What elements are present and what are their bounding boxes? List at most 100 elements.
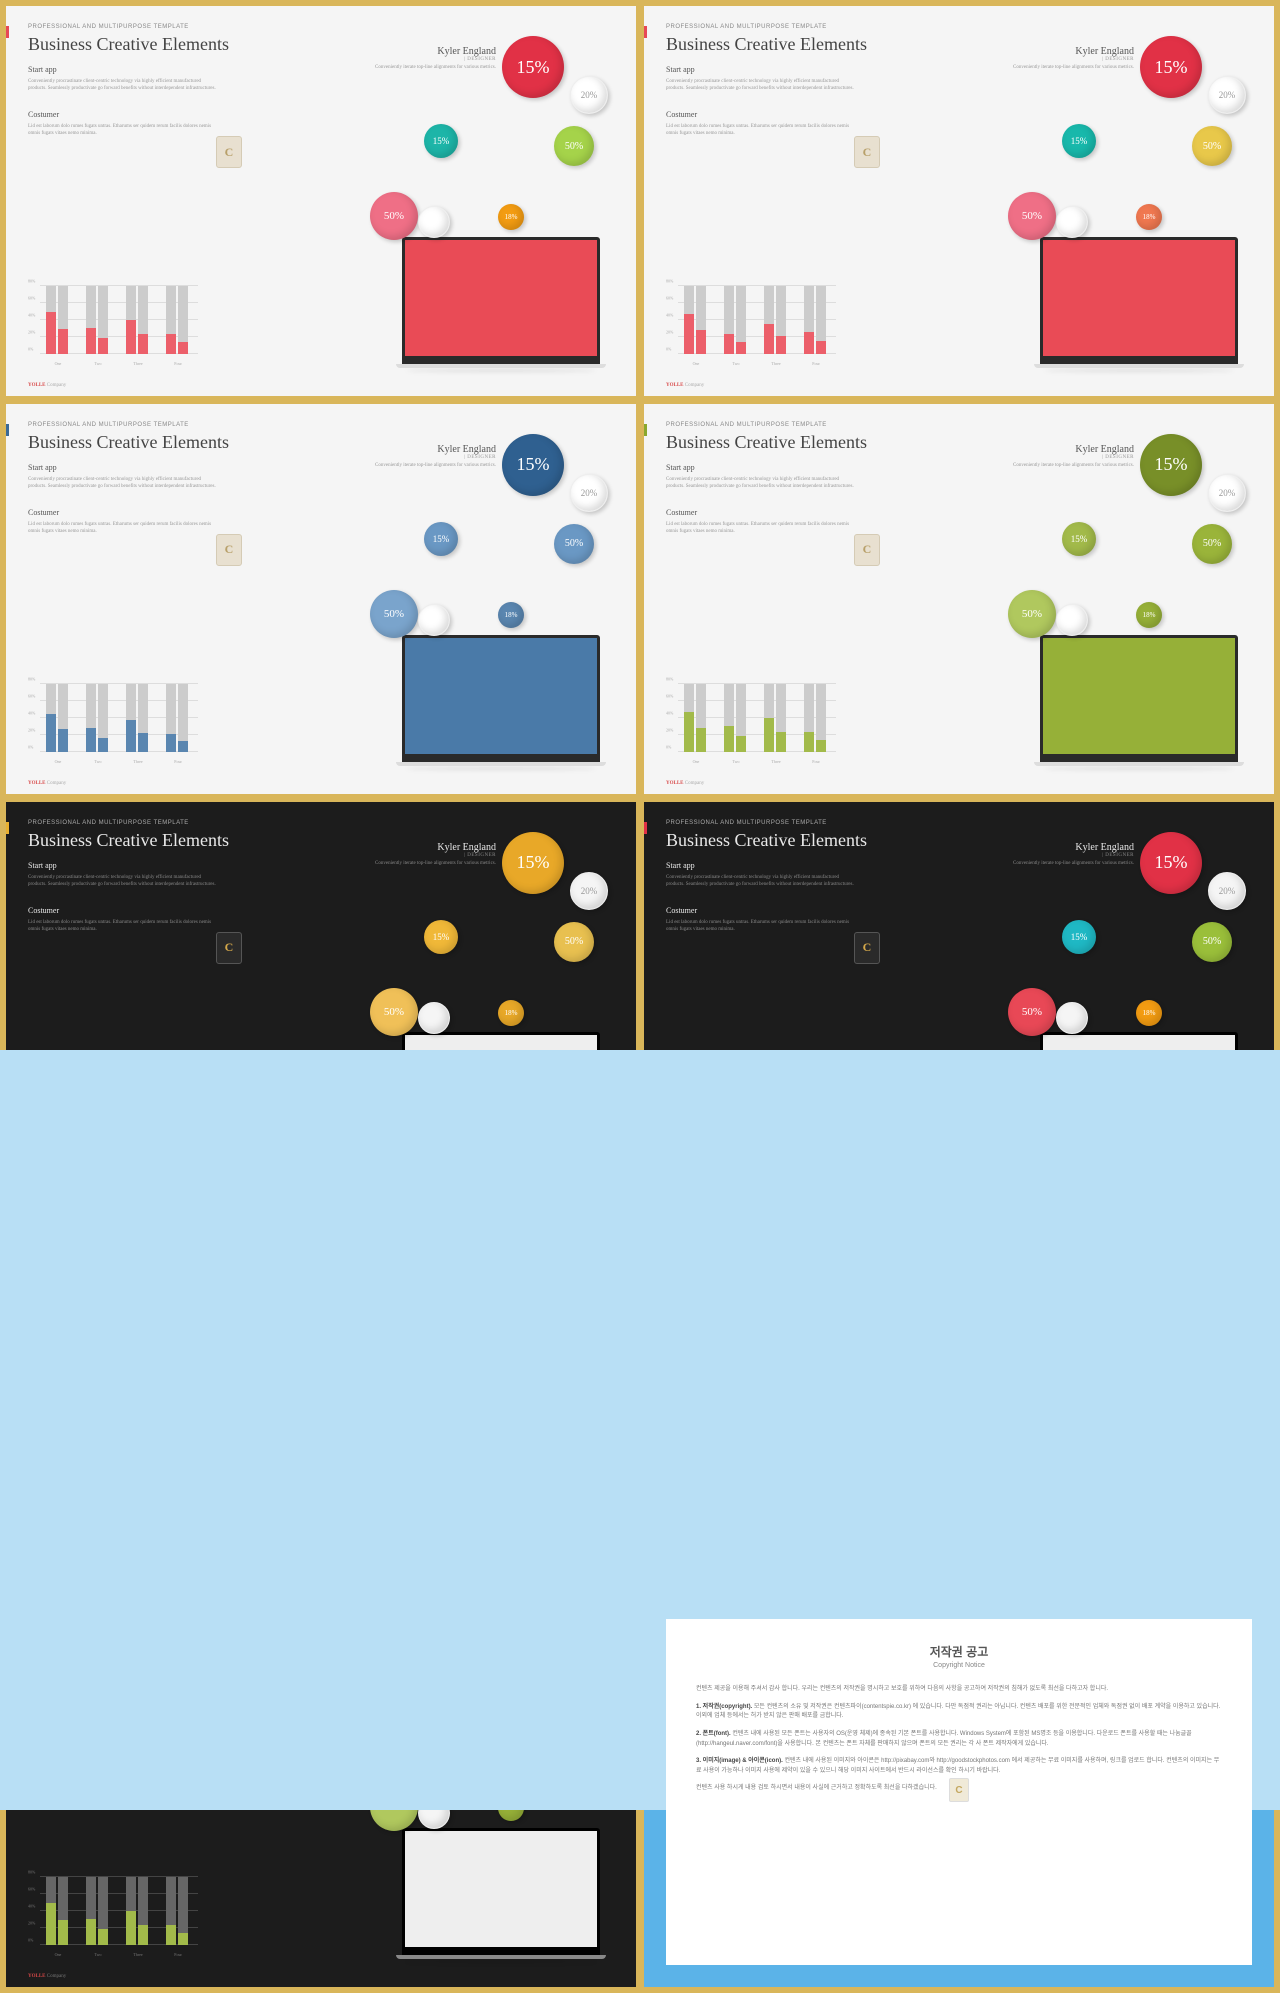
author-name: Kyler England	[375, 444, 496, 455]
bubble-main: 15%	[1140, 434, 1202, 496]
author-name: Kyler England	[1013, 444, 1134, 455]
bubble-top-left: 15%	[1062, 522, 1096, 556]
bubble-secondary: 20%	[570, 872, 608, 910]
bubble-top-right: 50%	[554, 126, 594, 166]
author-sub: Conveniently iterate top-line alignments…	[1013, 463, 1134, 470]
award-badge: C	[854, 534, 880, 566]
copyright-subtitle: Copyright Notice	[696, 1662, 1222, 1669]
footer: YOLLE Company	[666, 781, 704, 786]
bubble-white	[418, 1002, 450, 1034]
author-block: Kyler England | DESIGNER Conveniently it…	[375, 46, 496, 72]
bubble-top-right: 50%	[554, 922, 594, 962]
bar-chart: 0% 20% 40% 60% 80% One Two Three	[666, 684, 836, 764]
accent-bar	[6, 822, 9, 834]
bubble-center: 18%	[1136, 204, 1162, 230]
copyright-badge: C	[949, 1778, 969, 1802]
bubble-secondary: 20%	[1208, 872, 1246, 910]
author-block: Kyler England | DESIGNER Conveniently it…	[375, 842, 496, 868]
accent-bar	[644, 424, 647, 436]
bubble-main: 15%	[1140, 832, 1202, 894]
laptop-mockup	[396, 1828, 606, 1963]
author-name: Kyler England	[1013, 842, 1134, 853]
bubble-top-right: 50%	[1192, 922, 1232, 962]
bubble-center: 18%	[1136, 602, 1162, 628]
author-name: Kyler England	[375, 46, 496, 57]
section-customer-text: Lid est laborum dolo rumes fugats untras…	[28, 123, 218, 137]
bubble-secondary: 20%	[570, 76, 608, 114]
bubble-top-left: 15%	[1062, 124, 1096, 158]
bubble-white	[418, 604, 450, 636]
copyright-slide: 저작권 공고 Copyright Notice 컨텐츠 제공을 이용해 주셔서 …	[644, 1597, 1274, 1987]
author-block: Kyler England | DESIGNER Conveniently it…	[1013, 46, 1134, 72]
section-start-text: Conveniently procrastinate client-centri…	[666, 78, 856, 92]
author-role: | DESIGNER	[375, 455, 496, 460]
section-customer-text: Lid est laborum dolo rumes fugats untras…	[666, 521, 856, 535]
author-role: | DESIGNER	[1013, 455, 1134, 460]
bubble-left: 50%	[1008, 590, 1056, 638]
bubble-top-left: 15%	[1062, 920, 1096, 954]
bubble-top-left: 15%	[424, 522, 458, 556]
bubble-white	[418, 206, 450, 238]
author-sub: Conveniently iterate top-line alignments…	[1013, 65, 1134, 72]
eyebrow: PROFESSIONAL AND MULTIPURPOSE TEMPLATE	[666, 820, 1252, 826]
bubble-secondary: 20%	[1208, 76, 1246, 114]
accent-bar	[6, 26, 9, 38]
author-name: Kyler England	[1013, 46, 1134, 57]
section-start-text: Conveniently procrastinate client-centri…	[666, 874, 856, 888]
bubble-secondary: 20%	[1208, 474, 1246, 512]
award-badge: C	[216, 534, 242, 566]
bubble-main: 15%	[502, 434, 564, 496]
award-badge: C	[216, 932, 242, 964]
bubble-white	[1056, 206, 1088, 238]
author-sub: Conveniently iterate top-line alignments…	[1013, 861, 1134, 868]
author-block: Kyler England | DESIGNER Conveniently it…	[1013, 842, 1134, 868]
laptop-mockup	[1034, 635, 1244, 770]
author-role: | DESIGNER	[1013, 853, 1134, 858]
copyright-panel: 저작권 공고 Copyright Notice 컨텐츠 제공을 이용해 주셔서 …	[666, 1619, 1252, 1965]
bubble-white	[1056, 604, 1088, 636]
accent-bar	[644, 822, 647, 834]
author-sub: Conveniently iterate top-line alignments…	[375, 65, 496, 72]
bar-chart: 0% 20% 40% 60% 80% One Two Three	[666, 286, 836, 366]
section-start-text: Conveniently procrastinate client-centri…	[28, 476, 218, 490]
eyebrow: PROFESSIONAL AND MULTIPURPOSE TEMPLATE	[28, 24, 614, 30]
author-block: Kyler England | DESIGNER Conveniently it…	[375, 444, 496, 470]
footer: YOLLE Company	[28, 1974, 66, 1979]
bubble-top-right: 50%	[554, 524, 594, 564]
author-sub: Conveniently iterate top-line alignments…	[375, 861, 496, 868]
accent-bar	[644, 26, 647, 38]
section-customer-text: Lid est laborum dolo rumes fugats untras…	[666, 919, 856, 933]
bubble-center: 18%	[1136, 1000, 1162, 1026]
accent-bar	[6, 424, 9, 436]
eyebrow: PROFESSIONAL AND MULTIPURPOSE TEMPLATE	[28, 820, 614, 826]
bubble-left: 50%	[1008, 988, 1056, 1036]
award-badge: C	[216, 136, 242, 168]
bubble-top-right: 50%	[1192, 524, 1232, 564]
award-badge: C	[854, 932, 880, 964]
eyebrow: PROFESSIONAL AND MULTIPURPOSE TEMPLATE	[28, 422, 614, 428]
bubble-left: 50%	[370, 590, 418, 638]
section-start-text: Conveniently procrastinate client-centri…	[28, 874, 218, 888]
bubble-secondary: 20%	[570, 474, 608, 512]
section-customer-heading: Costumer	[666, 110, 1252, 119]
bar-chart: 0% 20% 40% 60% 80% One Two Three	[28, 1877, 198, 1957]
bubble-main: 15%	[502, 832, 564, 894]
footer: YOLLE Company	[28, 781, 66, 786]
author-sub: Conveniently iterate top-line alignments…	[375, 463, 496, 470]
bubble-white	[1056, 1002, 1088, 1034]
bubble-main: 15%	[502, 36, 564, 98]
section-customer-text: Lid est laborum dolo rumes fugats untras…	[666, 123, 856, 137]
footer: YOLLE Company	[28, 383, 66, 388]
bubble-top-left: 15%	[424, 920, 458, 954]
bar-chart: 0% 20% 40% 60% 80% One Two Three	[28, 286, 198, 366]
footer: YOLLE Company	[666, 383, 704, 388]
section-customer-text: Lid est laborum dolo rumes fugats untras…	[28, 521, 218, 535]
bubble-left: 50%	[370, 192, 418, 240]
eyebrow: PROFESSIONAL AND MULTIPURPOSE TEMPLATE	[666, 422, 1252, 428]
eyebrow: PROFESSIONAL AND MULTIPURPOSE TEMPLATE	[666, 24, 1252, 30]
section-start-text: Conveniently procrastinate client-centri…	[666, 476, 856, 490]
template-slide: PROFESSIONAL AND MULTIPURPOSE TEMPLATE B…	[644, 404, 1274, 794]
bubble-main: 15%	[1140, 36, 1202, 98]
bubble-left: 50%	[370, 988, 418, 1036]
template-slide: PROFESSIONAL AND MULTIPURPOSE TEMPLATE B…	[644, 6, 1274, 396]
